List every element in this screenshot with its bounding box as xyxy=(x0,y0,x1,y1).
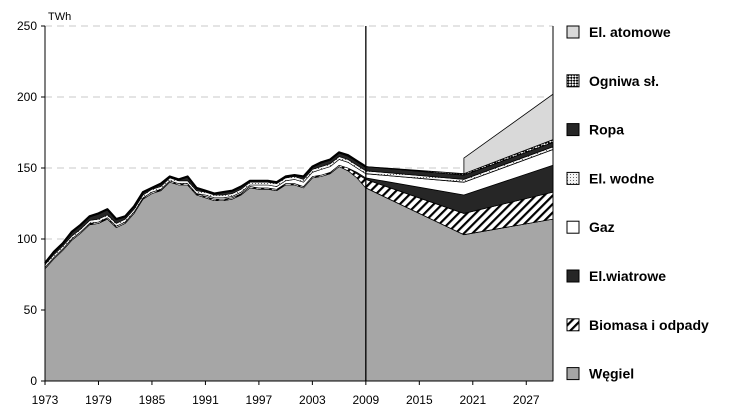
legend-swatch-atom xyxy=(566,25,580,39)
legend-swatch-gaz xyxy=(566,220,580,234)
area-history-wegiel xyxy=(44,166,367,382)
axes: 0 50 100 150 200 250 1973 1979 1985 1991 1997 2003 2… xyxy=(17,19,554,407)
x-tick-label: 2009 xyxy=(352,393,379,407)
x-tick-label: 2027 xyxy=(513,393,540,407)
legend-label-wodne: El. wodne xyxy=(589,170,655,186)
legend-label-wegiel: Węgiel xyxy=(589,366,634,382)
x-tick-label: 1979 xyxy=(85,393,112,407)
legend-label-ropa: Ropa xyxy=(589,122,624,138)
legend: El. atomowe Ogniwa sł. Ropa El. wodne Gaz El.… xyxy=(566,24,709,382)
y-tick-label: 0 xyxy=(30,374,37,388)
x-tick-label: 1997 xyxy=(246,393,273,407)
legend-swatch-ropa xyxy=(566,123,580,137)
legend-swatch-biomasa xyxy=(566,318,580,332)
y-tick-label: 150 xyxy=(17,161,37,175)
legend-swatch-wegiel xyxy=(566,367,580,381)
x-tick-label: 1985 xyxy=(139,393,166,407)
x-tick-label: 2003 xyxy=(299,393,326,407)
y-axis-label: TWh xyxy=(48,11,71,23)
y-tick-label: 100 xyxy=(17,232,37,246)
x-tick-label: 2015 xyxy=(406,393,433,407)
y-tick-label: 250 xyxy=(17,19,37,33)
legend-label-atom: El. atomowe xyxy=(589,24,671,40)
legend-label-ogniwa: Ogniwa sł. xyxy=(589,73,659,89)
history-total-line xyxy=(44,151,367,264)
x-tick-label: 1991 xyxy=(192,393,219,407)
legend-label-wiatr: El.wiatrowe xyxy=(589,268,666,284)
x-tick-label: 1973 xyxy=(32,393,59,407)
legend-label-gaz: Gaz xyxy=(589,219,615,235)
legend-swatch-wodne xyxy=(566,171,580,185)
legend-swatch-ogniwa xyxy=(566,74,580,88)
stacked-areas xyxy=(44,93,554,382)
legend-label-biomasa: Biomasa i odpady xyxy=(589,317,709,333)
x-tick-label: 2021 xyxy=(459,393,486,407)
y-tick-label: 50 xyxy=(24,303,38,317)
legend-swatch-wiatr xyxy=(566,269,580,283)
y-tick-label: 200 xyxy=(17,90,37,104)
